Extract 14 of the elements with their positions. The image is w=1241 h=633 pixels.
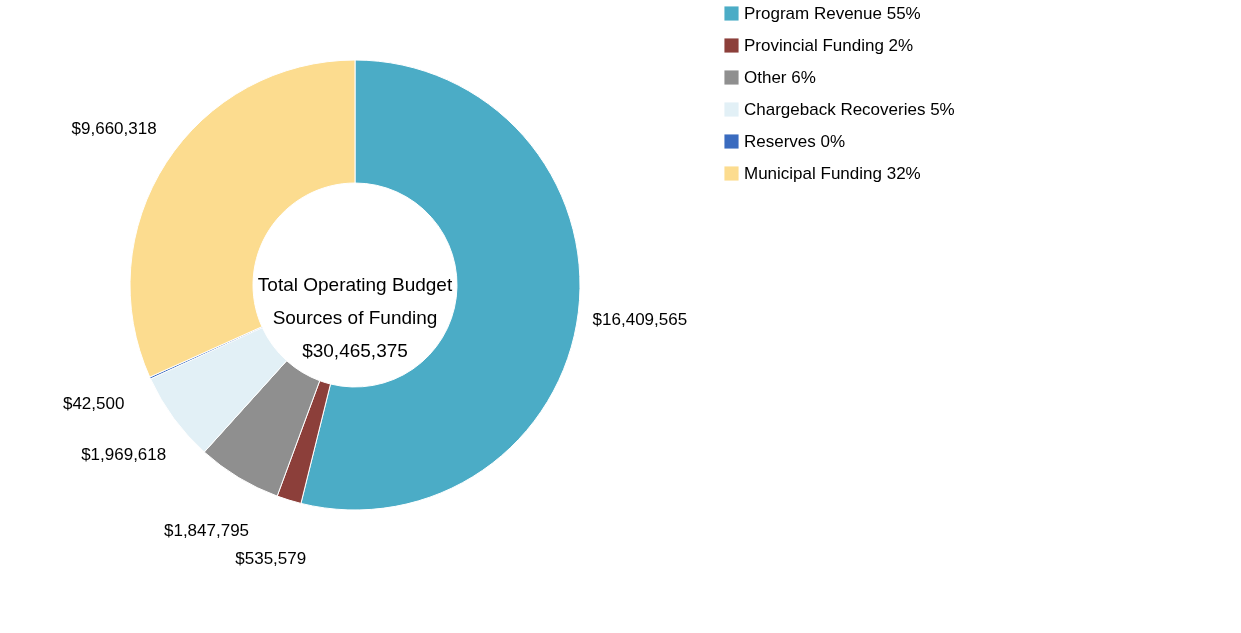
legend-label: Other 6% <box>744 67 816 87</box>
legend-label: Chargeback Recoveries 5% <box>744 99 955 119</box>
text: $30,465,375 <box>302 340 408 361</box>
legend-label: Program Revenue 55% <box>744 3 921 23</box>
legend-label: Provincial Funding 2% <box>744 35 914 55</box>
text: Total Operating Budget Sources of Funding <box>257 274 453 328</box>
legend-label: Reserves 0% <box>744 131 846 151</box>
data-label: $16,409,565 <box>592 309 688 329</box>
legend-label: Municipal Funding 32% <box>744 163 921 183</box>
data-label: $9,660,318 <box>71 119 157 139</box>
data-label: $1,969,618 <box>81 444 167 464</box>
data-label: $42,500 <box>62 393 125 413</box>
data-label: $535,579 <box>235 549 307 569</box>
data-label: $1,847,795 <box>163 520 250 540</box>
